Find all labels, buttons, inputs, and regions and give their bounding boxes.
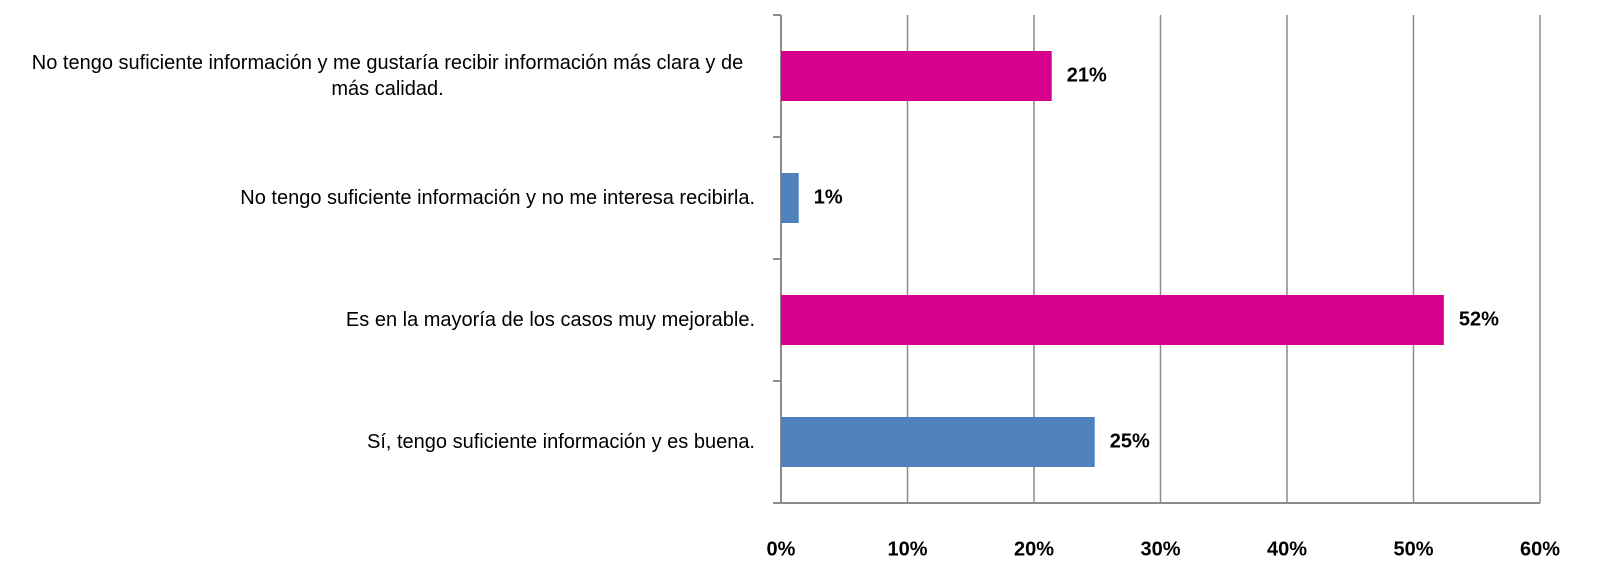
category-label-box: Sí, tengo suficiente información y es bu… <box>20 381 755 503</box>
bar <box>781 295 1444 345</box>
x-tick-label: 30% <box>1140 538 1180 560</box>
y-tick-label: No tengo suficiente información y me gus… <box>31 52 744 100</box>
category-label-box: No tengo suficiente información y me gus… <box>20 15 755 137</box>
value-label: 52% <box>1459 308 1499 330</box>
x-tick-label: 0% <box>767 538 796 560</box>
x-tick-label: 10% <box>887 538 927 560</box>
bar <box>781 51 1052 101</box>
category-label-box: Es en la mayoría de los casos muy mejora… <box>20 259 755 381</box>
x-tick-label: 60% <box>1520 538 1560 560</box>
y-tick-label: No tengo suficiente información y no me … <box>240 187 755 209</box>
y-tick-label: Es en la mayoría de los casos muy mejora… <box>345 309 755 331</box>
value-label: 1% <box>814 186 843 208</box>
x-tick-label: 40% <box>1267 538 1307 560</box>
value-label: 25% <box>1110 430 1150 452</box>
bar <box>781 173 799 223</box>
x-tick-label: 20% <box>1014 538 1054 560</box>
y-tick-label: Sí, tengo suficiente información y es bu… <box>366 431 755 453</box>
category-label-box: No tengo suficiente información y no me … <box>20 137 755 259</box>
value-label: 21% <box>1067 64 1107 86</box>
x-tick-label: 50% <box>1393 538 1433 560</box>
bar <box>781 417 1095 467</box>
